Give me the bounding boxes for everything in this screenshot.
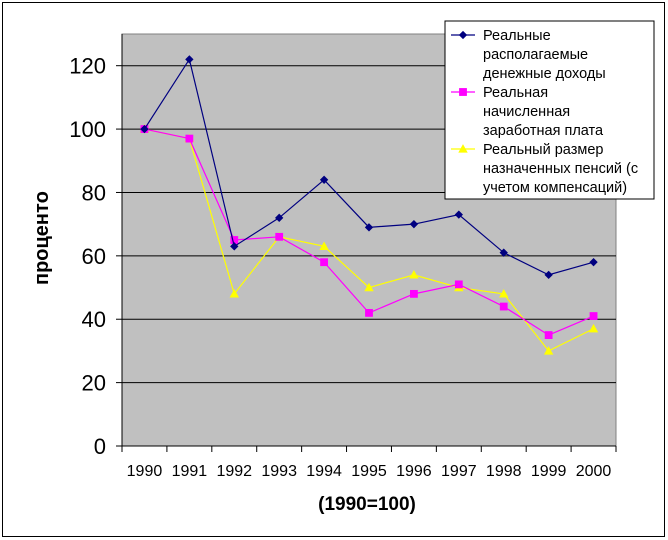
data-point xyxy=(364,223,374,232)
legend-box xyxy=(444,20,655,200)
data-point xyxy=(589,258,598,267)
legend-label: Реальные xyxy=(483,28,551,44)
data-point xyxy=(275,213,284,222)
y-tick-label: 20 xyxy=(82,371,106,396)
data-point xyxy=(364,282,374,292)
data-point xyxy=(320,258,328,267)
y-tick-label: 120 xyxy=(69,54,106,79)
x-tick-label: 2000 xyxy=(576,463,612,480)
x-tick-label: 1995 xyxy=(351,463,387,480)
series-1 xyxy=(140,55,598,280)
data-point xyxy=(185,134,194,143)
x-tick-label: 1997 xyxy=(441,463,477,480)
x-tick-label: 1999 xyxy=(531,463,567,480)
legend-marker xyxy=(458,144,468,153)
x-tick-label: 1990 xyxy=(127,463,163,480)
legend-marker xyxy=(459,88,467,96)
legend-marker xyxy=(458,30,468,40)
y-axis-title: процентo xyxy=(31,191,53,285)
x-tick-label: 1991 xyxy=(172,463,208,480)
legend-label: Реальная xyxy=(483,85,548,101)
data-point xyxy=(543,346,554,355)
x-tick-label: 1992 xyxy=(216,463,252,480)
data-point xyxy=(454,210,463,219)
data-point xyxy=(140,124,149,134)
x-tick-label: 1993 xyxy=(261,463,297,480)
legend-entry: Реальная начисленная заработная плата xyxy=(451,85,604,139)
legend-label: Реальный размер xyxy=(483,142,603,158)
axes xyxy=(116,34,617,452)
legend-label: учетом компенсаций) xyxy=(483,180,627,196)
y-tick-label: 80 xyxy=(82,180,106,205)
data-point xyxy=(499,302,508,311)
data-point xyxy=(229,289,239,298)
y-tick-label: 40 xyxy=(82,307,106,332)
legend-label: денежные доходы xyxy=(483,66,606,82)
x-axis-title: (1990=100) xyxy=(318,494,416,515)
series-2 xyxy=(140,125,598,339)
data-point xyxy=(365,308,373,317)
data-point xyxy=(409,219,419,229)
data-point xyxy=(454,280,463,289)
y-tick-label: 60 xyxy=(82,244,106,269)
data-point xyxy=(230,242,239,251)
legend-entry: Реальные располагаемые денежные доходы xyxy=(451,28,606,82)
data-point xyxy=(275,232,284,241)
data-point xyxy=(185,55,194,64)
data-point xyxy=(319,241,329,250)
x-tick-label: 1998 xyxy=(486,463,522,480)
data-point xyxy=(499,248,508,257)
x-tick-label: 1996 xyxy=(396,463,432,480)
y-tick-label: 0 xyxy=(94,434,106,459)
data-point xyxy=(410,289,418,298)
data-point xyxy=(588,323,599,333)
legend-label: назначенных пенсий (с xyxy=(483,161,638,177)
legend-label: заработная плата xyxy=(483,123,604,139)
legend-label: располагаемые xyxy=(483,47,588,63)
y-tick-labels: 0 20 40 60 80 100 120 xyxy=(69,54,106,459)
legend-label: начисленная xyxy=(483,104,570,120)
y-tick-label: 100 xyxy=(69,117,106,142)
series-layer xyxy=(139,55,599,355)
data-point xyxy=(589,312,598,320)
legend-entry: Реальный размер назначенных пенсий (с учет… xyxy=(451,142,638,196)
data-point xyxy=(544,331,553,339)
data-point xyxy=(499,289,509,298)
data-point xyxy=(409,270,419,279)
data-point xyxy=(319,175,329,184)
data-point xyxy=(544,270,553,280)
x-tick-labels: 1990 1991 1992 1993 1994 1995 1996 1997 1998 1999… xyxy=(127,463,612,480)
x-tick-label: 1994 xyxy=(306,463,342,480)
